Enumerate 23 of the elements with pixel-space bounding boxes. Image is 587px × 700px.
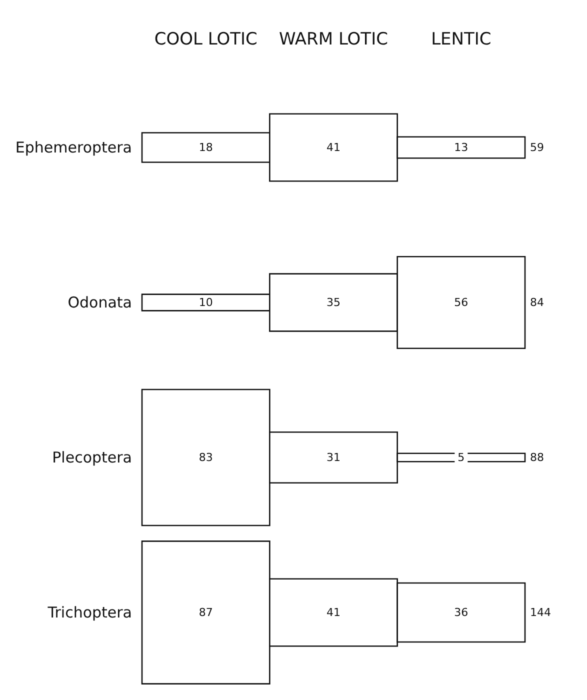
text: 88 xyxy=(530,451,544,464)
data-label: 10 xyxy=(198,296,213,309)
category-label: LENTIC xyxy=(431,30,492,50)
data-label: 56 xyxy=(454,296,468,309)
series-label: Plecoptera xyxy=(52,448,132,466)
category-label: WARM LOTIC xyxy=(279,30,388,50)
text: 84 xyxy=(530,296,544,309)
data-label: 41 xyxy=(326,606,340,619)
data-label: 31 xyxy=(326,451,340,464)
data-label: 83 xyxy=(198,451,213,464)
data-label: 36 xyxy=(454,606,468,619)
data-label: 18 xyxy=(198,141,213,154)
data-label: 87 xyxy=(198,606,213,619)
series-label: Odonata xyxy=(68,294,132,312)
text: 59 xyxy=(530,141,544,154)
data-label: 35 xyxy=(326,296,340,309)
series-label: Ephemeroptera xyxy=(15,138,132,156)
category-label: COOL LOTIC xyxy=(154,30,258,50)
series-label: Trichoptera xyxy=(46,604,132,622)
data-label: 41 xyxy=(326,141,340,154)
data-label: 13 xyxy=(454,141,468,154)
data-label: 5 xyxy=(458,451,465,464)
text: 144 xyxy=(530,606,551,619)
